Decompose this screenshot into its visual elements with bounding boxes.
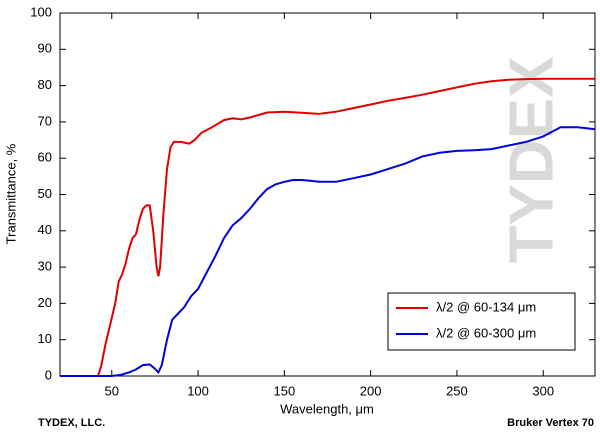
- y-tick-label: 50: [38, 186, 52, 201]
- x-tick-label: 300: [532, 383, 554, 398]
- y-tick-label: 40: [38, 222, 52, 237]
- legend-label: λ/2 @ 60-300 μm: [436, 325, 536, 340]
- y-tick-label: 70: [38, 113, 52, 128]
- series-line: [60, 126, 596, 377]
- y-tick-label: 60: [38, 150, 52, 165]
- watermark: TYDEX: [497, 57, 566, 264]
- y-tick-label: 30: [38, 259, 52, 274]
- y-axis-title: Transmittance, %: [3, 143, 18, 244]
- footer-left: TYDEX, LLC.: [38, 417, 105, 429]
- legend-label: λ/2 @ 60-134 μm: [436, 299, 536, 314]
- y-tick-label: 10: [38, 331, 52, 346]
- x-tick-label: 200: [360, 383, 382, 398]
- x-tick-label: 250: [446, 383, 468, 398]
- x-tick-label: 100: [187, 383, 209, 398]
- y-tick-label: 90: [38, 41, 52, 56]
- y-tick-label: 20: [38, 295, 52, 310]
- x-axis-title: Wavelength, μm: [280, 401, 374, 416]
- y-tick-label: 100: [30, 4, 52, 19]
- y-tick-label: 0: [45, 367, 52, 382]
- legend-box: [387, 292, 576, 351]
- footer-right: Bruker Vertex 70: [507, 417, 594, 429]
- x-tick-label: 50: [105, 383, 119, 398]
- x-tick-label: 150: [274, 383, 296, 398]
- y-tick-label: 80: [38, 77, 52, 92]
- series-line: [60, 77, 595, 377]
